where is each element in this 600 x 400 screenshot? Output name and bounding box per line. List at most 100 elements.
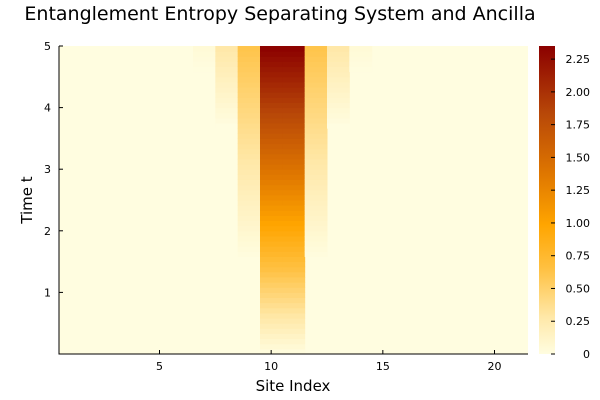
heatmap-cell <box>282 348 306 355</box>
heatmap-cell <box>304 46 328 52</box>
heatmap-cell <box>260 282 283 288</box>
heatmap-cell <box>327 97 350 103</box>
heatmap-cell <box>193 66 216 73</box>
heatmap-cell <box>282 277 306 283</box>
y-tick-label: 1 <box>44 286 51 299</box>
heatmap-cell <box>260 169 283 175</box>
heatmap-cell <box>260 92 283 98</box>
heatmap-cell <box>260 184 283 191</box>
heatmap-cell <box>260 112 283 119</box>
x-tick-label: 10 <box>264 360 278 373</box>
y-tick-label: 3 <box>44 163 51 176</box>
heatmap-cell <box>260 215 283 222</box>
heatmap-cell <box>304 189 328 196</box>
heatmap-cell <box>282 235 306 242</box>
heatmap-cell <box>304 169 328 175</box>
heatmap-cell <box>282 241 306 247</box>
heatmap-cell <box>215 102 239 109</box>
heatmap-cell <box>304 215 328 222</box>
heatmap-cell <box>237 200 261 206</box>
heatmap-cell <box>215 87 239 93</box>
heatmap-cell <box>282 302 306 309</box>
heatmap-cell <box>282 205 306 211</box>
heatmap-cell <box>282 133 306 139</box>
colorbar-tick-label: 1.25 <box>566 184 591 197</box>
heatmap-cell <box>304 148 328 155</box>
heatmap-cell <box>282 97 306 103</box>
heatmap-cell <box>327 51 350 57</box>
heatmap-column-site-14 <box>349 46 373 73</box>
heatmap-cell <box>282 200 306 206</box>
heatmap-cell <box>260 97 283 103</box>
heatmap-cell <box>215 81 239 88</box>
heatmap-cell <box>304 51 328 57</box>
heatmap-cell <box>304 205 328 211</box>
heatmap-cell <box>282 148 306 155</box>
heatmap-cell <box>282 128 306 134</box>
heatmap-cell <box>260 312 283 319</box>
heatmap-cell <box>193 46 216 52</box>
heatmap-cell <box>304 143 328 150</box>
x-axis-ticks: 5 10 15 20 <box>156 350 502 373</box>
heatmap-cell <box>349 46 373 52</box>
heatmap-cell <box>304 179 328 186</box>
heatmap-cell <box>260 343 283 350</box>
heatmap-cell <box>304 210 328 216</box>
heatmap-cell <box>237 174 261 180</box>
heatmap-cell <box>237 71 261 78</box>
heatmap-cell <box>304 251 328 257</box>
heatmap-cell <box>260 241 283 247</box>
heatmap-column-site-7 <box>193 46 216 73</box>
heatmap-cell <box>237 179 261 186</box>
heatmap-cell <box>282 184 306 191</box>
heatmap-cell <box>215 66 239 73</box>
heatmap-column-site-13 <box>327 46 350 129</box>
heatmap-cell <box>260 246 283 252</box>
heatmap-cell <box>237 102 261 109</box>
heatmap-cell <box>237 158 261 165</box>
heatmap-cell <box>304 164 328 170</box>
heatmap-cell <box>260 143 283 150</box>
chart-title: Entanglement Entropy Separating System a… <box>24 3 535 25</box>
heatmap-cell <box>193 51 216 57</box>
heatmap-cell <box>260 158 283 165</box>
heatmap-cell <box>260 107 283 114</box>
heatmap-cell <box>237 51 261 57</box>
heatmap-column-site-9 <box>237 46 261 257</box>
heatmap-cell <box>304 246 328 252</box>
heatmap-cell <box>237 169 261 175</box>
heatmap-cell <box>237 46 261 52</box>
heatmap-cell <box>237 210 261 216</box>
heatmap-cell <box>327 112 350 119</box>
heatmap-cell <box>215 51 239 57</box>
colorbar-tick-label: 0 <box>583 348 590 361</box>
heatmap-cell <box>282 323 306 329</box>
heatmap-cell <box>282 102 306 109</box>
heatmap-cell <box>282 153 306 160</box>
heatmap-cell <box>304 230 328 237</box>
heatmap-cell <box>327 107 350 114</box>
heatmap-cell <box>327 46 350 52</box>
heatmap-cell <box>237 97 261 103</box>
heatmap-cell <box>215 117 239 124</box>
heatmap-cell <box>260 148 283 155</box>
heatmap-cell <box>327 87 350 93</box>
heatmap-cell <box>260 205 283 211</box>
colorbar: 0 0.25 0.50 0.75 1.00 1.25 1.50 1.75 2.00 2.25 <box>539 46 590 361</box>
heatmap-cell <box>282 318 306 324</box>
heatmap-cell <box>304 128 328 134</box>
y-tick-label: 5 <box>44 40 51 53</box>
heatmap-cell <box>282 174 306 180</box>
heatmap-cell <box>327 56 350 62</box>
heatmap-cell <box>260 225 283 232</box>
heatmap-cell <box>260 302 283 309</box>
heatmap-column-site-11 <box>282 46 306 355</box>
heatmap-cell <box>282 179 306 186</box>
heatmap-cell <box>282 246 306 252</box>
heatmap-cell <box>282 210 306 216</box>
heatmap-cell <box>282 271 306 278</box>
heatmap-cell <box>237 123 261 129</box>
plot-area <box>58 46 528 355</box>
heatmap-cell <box>327 61 350 68</box>
heatmap-cell <box>260 256 283 263</box>
